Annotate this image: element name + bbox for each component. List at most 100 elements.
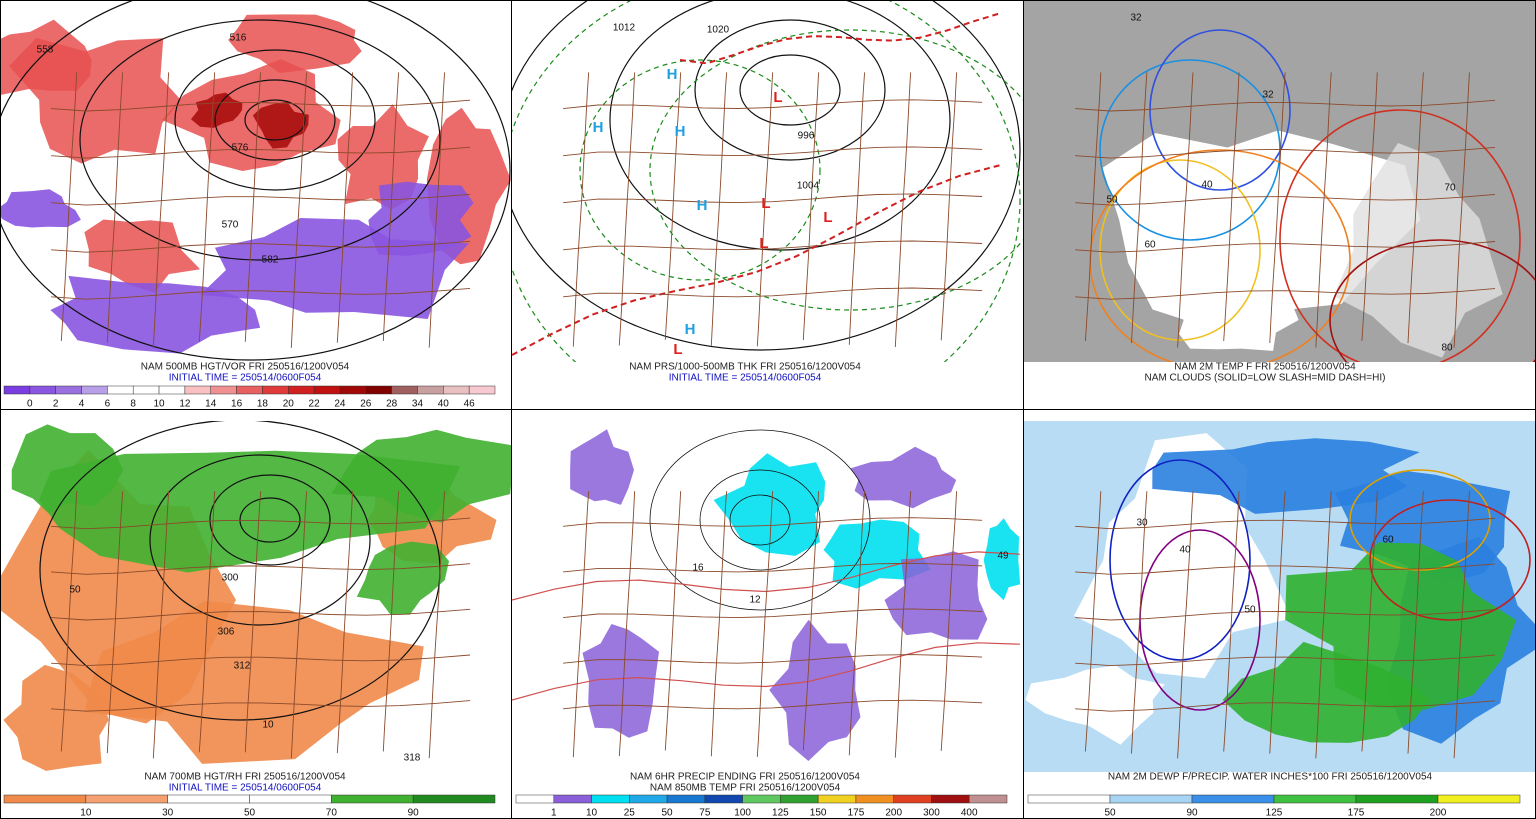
colorbar-label: 150: [810, 808, 827, 819]
colorbar-label: 10: [80, 808, 92, 819]
colorbar-label: 26: [360, 399, 372, 410]
contour-line: [756, 72, 774, 347]
contour-line: [1177, 491, 1194, 759]
map-label: 40: [1201, 180, 1213, 191]
contour-line: [1453, 491, 1470, 759]
colorbar-label: 25: [624, 808, 636, 819]
map-panel: 49 16 12 NAM 6HR PRECIP ENDING FRI 250516/1…: [512, 421, 1023, 819]
contour-line: [512, 642, 1021, 701]
colorbar-label: 12: [179, 399, 191, 410]
contour-line: [1269, 491, 1286, 754]
contour-line: [244, 491, 262, 753]
map-label: 516: [230, 33, 247, 44]
contour-line: [1223, 72, 1240, 342]
colorbar-swatch: [515, 794, 555, 804]
colorbar-swatch: [365, 385, 392, 395]
field-area: [570, 429, 634, 505]
contour-line: [894, 72, 912, 348]
contour: [1109, 459, 1251, 661]
contour-line: [152, 72, 170, 348]
contour-line: [1361, 72, 1378, 341]
contour: [0, 0, 511, 361]
colorbar-label: 34: [412, 399, 424, 410]
contour-line: [1407, 72, 1424, 344]
contour: [1329, 239, 1536, 362]
contour-line: [802, 491, 820, 751]
caption: NAM 2M TEMP F FRI 250516/1200V054: [1174, 362, 1356, 373]
colorbar-swatch: [288, 385, 315, 395]
colorbar-swatch: [855, 794, 894, 804]
map: 30 40 50 60: [1024, 421, 1536, 772]
colorbar-label: 46: [464, 399, 476, 410]
contour-line: [1075, 193, 1496, 206]
contour-line: [563, 608, 983, 619]
map-label: 10: [262, 720, 274, 731]
colorbar-swatch: [55, 385, 82, 395]
colorbar-label: 10: [153, 399, 165, 410]
caption: NAM CLOUDS (SOLID=LOW SLASH=MID DASH=HI): [1145, 373, 1386, 384]
contour-line: [563, 654, 983, 664]
colorbar-swatch: [893, 794, 932, 804]
colorbar-swatch: [704, 794, 743, 804]
contour-line: [512, 551, 1021, 601]
colorbar-label: 20: [283, 399, 295, 410]
colorbar-swatch: [1355, 794, 1439, 804]
field-area: [983, 518, 1021, 601]
caption: NAM 700MB HGT/RH FRI 250516/1200V054: [144, 772, 346, 783]
colorbar-label: 2: [53, 399, 59, 410]
contour-line: [1223, 491, 1240, 752]
contour: [1099, 159, 1261, 341]
map-label: 1004: [797, 181, 820, 192]
colorbar-swatch: [1273, 794, 1357, 804]
field-area: [11, 424, 124, 513]
contour-line: [51, 240, 471, 253]
colorbar-label: 16: [231, 399, 243, 410]
colorbar-label: 8: [130, 399, 136, 410]
map-label: 80: [1441, 343, 1453, 354]
contour-line: [563, 240, 983, 251]
map-label: H: [675, 123, 686, 140]
colorbar-label: 50: [1104, 808, 1116, 819]
colorbar-swatch: [85, 794, 168, 804]
map-label: 576: [232, 143, 249, 154]
map-label: 50: [69, 585, 81, 596]
colorbar-label: 40: [438, 399, 450, 410]
colorbar-swatch: [1437, 794, 1521, 804]
colorbar-label: 90: [408, 808, 420, 819]
contour-line: [106, 491, 124, 754]
contour: [649, 429, 871, 611]
map-label: 570: [222, 220, 239, 231]
contour: [739, 54, 841, 126]
contour-line: [1075, 146, 1496, 159]
contour-line: [1453, 72, 1470, 348]
colorbar-label: 200: [885, 808, 902, 819]
field-area: [1158, 287, 1299, 351]
colorbar-swatch: [29, 385, 56, 395]
contour-line: [336, 491, 354, 754]
contour-line: [1075, 609, 1496, 621]
map-background: [512, 0, 1023, 362]
map-label: 300: [222, 573, 239, 584]
map-panel: 558 516 570 582 576 NAM 500MB HGT/VOR FRI 250…: [0, 0, 511, 410]
contour-line: [51, 608, 471, 621]
field-area: [162, 59, 341, 171]
contour-line: [563, 562, 983, 573]
contour-line: [664, 72, 682, 340]
map-label: 49: [997, 551, 1009, 562]
contour: [512, 0, 1021, 351]
contour: [174, 49, 376, 191]
map-panel: 32 32 40 50 60 70 80 NAM 2M TEMP F FRI 250516/1…: [1024, 0, 1536, 384]
contour-line: [563, 287, 983, 298]
contour: [209, 474, 331, 566]
colorbar-swatch: [236, 385, 263, 395]
field-area: [252, 101, 309, 149]
colorbar-label: 10: [586, 808, 598, 819]
colorbar-label: 0: [27, 399, 33, 410]
contour-line: [1269, 72, 1286, 344]
colorbar-swatch: [313, 385, 341, 395]
colorbar-swatch: [1109, 794, 1193, 804]
caption: NAM PRS/1000-500MB THK FRI 250516/1200V0…: [629, 362, 861, 373]
contour-line: [618, 491, 636, 757]
